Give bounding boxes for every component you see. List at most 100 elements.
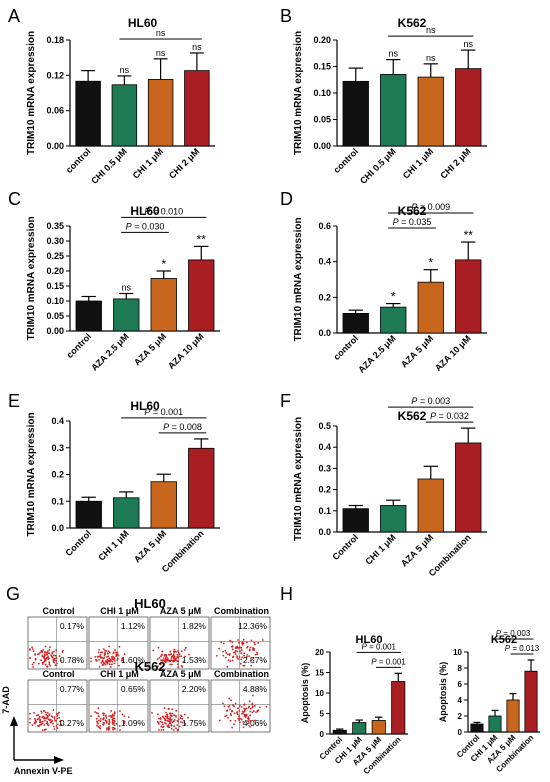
event-dot — [94, 656, 97, 658]
event-dot — [227, 659, 230, 662]
event-dot — [161, 721, 164, 724]
event-dot — [99, 720, 102, 722]
event-dot — [31, 648, 34, 650]
event-dot — [60, 719, 62, 722]
event-dot — [236, 713, 239, 716]
event-dot — [222, 702, 224, 705]
event-dot — [117, 654, 120, 657]
category-label: CHI 2 μM — [167, 146, 201, 180]
event-dot — [56, 714, 59, 717]
event-dot — [43, 724, 46, 726]
event-dot — [49, 719, 52, 722]
event-dot — [99, 654, 102, 656]
event-dot — [229, 708, 231, 711]
flow-plot-label: CHI 1 μM — [100, 606, 139, 616]
event-dot — [229, 713, 232, 715]
event-dot — [37, 662, 40, 665]
event-dot — [107, 652, 109, 655]
y-tick-label: 0.3 — [51, 443, 64, 453]
event-dot — [109, 658, 112, 661]
event-dot — [233, 723, 235, 726]
event-dot — [165, 659, 168, 662]
category-label: Control — [63, 528, 93, 558]
category-label: control — [332, 333, 361, 362]
event-dot — [256, 653, 259, 656]
p-symbol: P — [144, 206, 150, 216]
y-tick-label: 10 — [453, 648, 462, 657]
event-dot — [156, 658, 159, 661]
event-dot — [34, 657, 37, 660]
event-dot — [111, 721, 114, 723]
category-label: AZA 10 μM — [166, 331, 206, 371]
event-dot — [163, 707, 166, 709]
bar — [380, 505, 407, 533]
event-dot — [254, 705, 256, 707]
event-dot — [58, 655, 61, 657]
event-dot — [238, 646, 241, 649]
event-dot — [233, 712, 236, 715]
y-tick-label: 0.12 — [46, 70, 64, 80]
event-dot — [95, 659, 98, 662]
p-value: = 0.001 — [377, 657, 407, 666]
event-dot — [252, 657, 255, 659]
y-tick-label: 0.0 — [318, 527, 331, 537]
event-dot — [46, 723, 49, 726]
event-dot — [158, 656, 161, 659]
event-dot — [29, 721, 31, 724]
y-tick-label: 0.00 — [46, 326, 64, 336]
event-dot — [108, 720, 111, 723]
event-dot — [164, 715, 167, 718]
chart-title: HL60 — [130, 399, 160, 413]
event-dot — [113, 656, 115, 659]
event-dot — [105, 661, 107, 663]
event-dot — [226, 710, 228, 712]
event-dot — [249, 646, 252, 649]
quadrant-upper-right-value: 0.17% — [60, 621, 85, 631]
bracket-label: P = 0.003 — [411, 396, 450, 406]
quadrant-upper-right-value: 0.65% — [121, 684, 146, 694]
event-dot — [96, 656, 99, 658]
event-dot — [231, 646, 234, 648]
event-dot — [232, 655, 235, 658]
event-dot — [169, 650, 172, 653]
event-dot — [35, 721, 38, 723]
event-dot — [160, 725, 163, 728]
event-dot — [161, 659, 164, 662]
event-dot — [52, 660, 55, 663]
event-dot — [29, 657, 31, 660]
event-dot — [234, 719, 237, 722]
category-label: control — [65, 331, 94, 360]
event-dot — [183, 649, 186, 651]
flow-plot-label: Combination — [214, 669, 269, 679]
event-dot — [109, 666, 112, 668]
event-dot — [231, 726, 234, 729]
p-symbol: P — [496, 629, 502, 638]
flow-plot-label: Combination — [214, 606, 269, 616]
event-dot — [108, 718, 111, 721]
flow-plot: AZA 5 μM 1.82% 1.53% — [149, 606, 210, 670]
event-dot — [99, 724, 102, 727]
bar — [184, 70, 210, 147]
event-dot — [34, 722, 36, 725]
event-dot — [99, 718, 102, 720]
event-dot — [113, 712, 116, 715]
event-dot — [228, 697, 231, 700]
event-dot — [174, 714, 177, 717]
category-label: CHI 2 μM — [438, 146, 472, 180]
event-dot — [169, 659, 172, 662]
p-symbol: P — [430, 411, 436, 421]
significance-label: ** — [464, 228, 474, 242]
quadrant-upper-right-value: 1.12% — [121, 621, 146, 631]
event-dot — [171, 721, 174, 724]
p-value: = 0.032 — [436, 411, 469, 421]
chart-c: HL60 0.00 0.05 0.10 0.15 0.20 0.25 0.30 0.35 TRIM… — [26, 204, 220, 373]
event-dot — [31, 646, 33, 649]
event-dot — [44, 719, 46, 722]
event-dot — [252, 710, 255, 713]
chart-f: K562 0.0 0.1 0.2 0.3 0.4 0.5 TRIM10 mRNA expres… — [293, 396, 487, 578]
event-dot — [47, 657, 50, 660]
y-tick-label: 0.06 — [46, 106, 64, 116]
category-label: control — [332, 146, 361, 175]
event-dot — [48, 648, 51, 651]
event-dot — [52, 709, 55, 711]
